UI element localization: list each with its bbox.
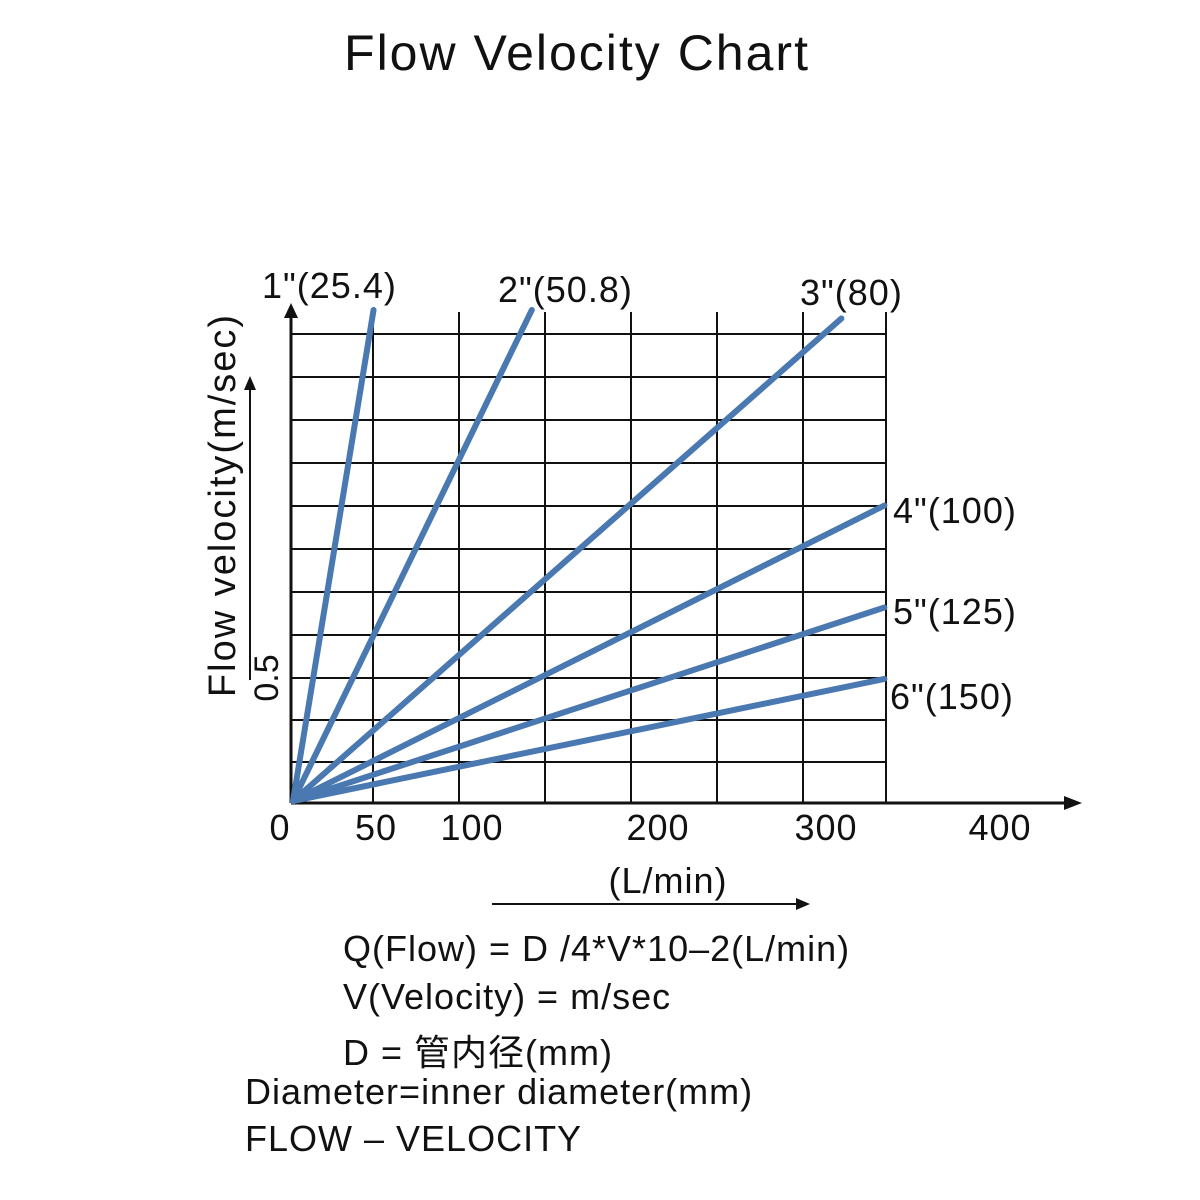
series-line-1 [290, 307, 535, 804]
series-line-2 [290, 315, 845, 804]
chart-ticks: 0 50 100 200 300 400 0.5 [248, 654, 1031, 848]
series-label-5: 6"(150) [890, 676, 1014, 717]
series-label-0: 1"(25.4) [262, 265, 397, 306]
chart-axes [244, 303, 1082, 910]
formula-velocity: V(Velocity) = m/sec [343, 976, 672, 1017]
chart-series: 1"(25.4) 2"(50.8) 3"(80) 4"(100) 5"(125) 6"(1… [262, 265, 1017, 804]
series-line-0 [290, 307, 377, 804]
formula-diameter: D = 管内径(mm) [343, 1032, 613, 1073]
x-tick-label-2: 100 [440, 807, 503, 848]
flow-velocity-caption: FLOW – VELOCITY [245, 1118, 583, 1159]
series-line-3 [290, 502, 888, 804]
y-axis-label: Flow velocity(m/sec) [202, 313, 244, 697]
chart-grid [291, 312, 887, 803]
series-label-1: 2"(50.8) [498, 269, 633, 310]
x-axis-label: (L/min) [608, 860, 727, 901]
series-label-3: 4"(100) [893, 490, 1017, 531]
y-axis-arrowhead [284, 303, 298, 318]
series-line-5 [290, 675, 888, 804]
x-tick-label-3: 200 [626, 807, 689, 848]
series-label-2: 3"(80) [800, 272, 903, 313]
series-line-4 [290, 604, 888, 804]
formula-flow: Q(Flow) = D /4*V*10–2(L/min) [343, 928, 851, 969]
diameter-definition: Diameter=inner diameter(mm) [245, 1071, 754, 1112]
x-tick-label-1: 50 [355, 807, 397, 848]
y-tick-label-0: 0.5 [248, 654, 286, 701]
x-tick-label-5: 400 [968, 807, 1031, 848]
chart-title: Flow Velocity Chart [344, 25, 810, 81]
x-tick-label-4: 300 [794, 807, 857, 848]
series-label-4: 5"(125) [893, 591, 1017, 632]
x-direction-arrowhead [796, 898, 810, 910]
y-direction-arrowhead [244, 376, 256, 390]
x-axis-arrowhead [1064, 796, 1082, 810]
x-tick-label-0: 0 [269, 807, 290, 848]
